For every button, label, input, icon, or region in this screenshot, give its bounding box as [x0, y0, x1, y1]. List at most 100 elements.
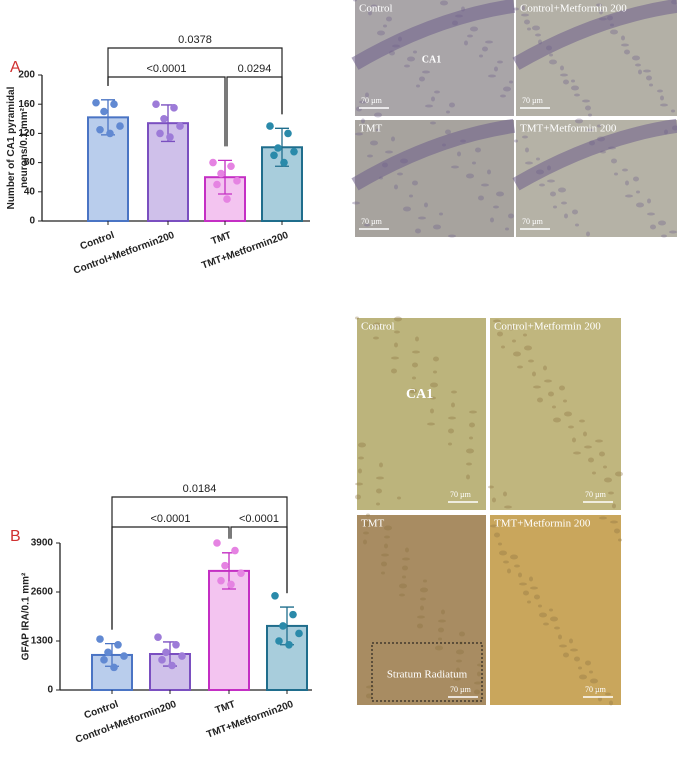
cell [554, 626, 560, 630]
cell [438, 627, 444, 633]
cell [365, 92, 369, 98]
cell [523, 590, 529, 596]
cell [532, 371, 536, 377]
micrograph [490, 318, 621, 510]
micrographs: Control 70 µm CA1 Control+Metformin 200 70 µ… [351, 0, 677, 706]
cell [564, 213, 568, 219]
cell [614, 528, 620, 534]
cell [466, 448, 474, 454]
cell [376, 502, 380, 506]
cell [519, 582, 527, 586]
cell [417, 623, 423, 629]
cell [497, 331, 503, 337]
cell [514, 564, 520, 568]
cell [490, 217, 494, 223]
cell [430, 121, 436, 125]
cell [524, 345, 532, 351]
cell [512, 339, 516, 343]
cell [625, 194, 633, 198]
cell [466, 474, 470, 480]
cell [564, 411, 572, 417]
cell [492, 497, 496, 503]
cell [647, 212, 655, 216]
cell [638, 69, 642, 75]
cell [534, 594, 540, 600]
cell [376, 488, 382, 494]
cell [614, 172, 618, 176]
significance-bracket [226, 76, 283, 147]
cell [488, 74, 496, 78]
data-point [213, 180, 221, 189]
panel-label: Control+Metformin 200 [494, 321, 601, 333]
cell [553, 417, 561, 423]
cell [660, 103, 668, 107]
cell [394, 330, 400, 334]
significance-bracket [230, 526, 288, 594]
x-tick-label: Control [83, 699, 120, 722]
data-point [152, 100, 160, 108]
cell [381, 561, 387, 567]
data-point [266, 122, 274, 130]
cell [415, 228, 421, 234]
cell [570, 648, 578, 652]
data-point [209, 158, 217, 167]
cell [543, 622, 549, 626]
cell [532, 25, 540, 31]
cell [439, 212, 443, 216]
cell [493, 205, 499, 209]
panel-label: TMT [361, 518, 385, 530]
cell [394, 184, 398, 190]
data-point [116, 122, 124, 130]
cell [373, 322, 381, 328]
cell [466, 462, 472, 466]
cell [412, 376, 416, 380]
cell [431, 96, 435, 102]
cell [420, 587, 428, 593]
data-point [158, 656, 166, 664]
cell [353, 0, 357, 2]
cell [490, 524, 498, 528]
cell [586, 128, 594, 132]
cell [487, 169, 491, 175]
cell [550, 191, 556, 197]
cell [549, 53, 553, 57]
significance-bracket [107, 76, 226, 147]
cell [451, 165, 459, 169]
data-point [274, 144, 282, 152]
cell [376, 128, 380, 132]
cell [657, 89, 663, 93]
data-point [110, 663, 118, 672]
cell [523, 333, 527, 337]
cell [610, 29, 618, 35]
data-point [231, 546, 239, 555]
charts: A Number of CA1 pyramidal neurons/0.1 mm² 0… [6, 34, 312, 746]
y-tick-label: 1300 [31, 636, 54, 647]
cell [453, 677, 461, 681]
scale-label: 70 µm [585, 685, 607, 694]
cell [583, 431, 587, 437]
data-point [120, 652, 128, 660]
cell [579, 419, 585, 423]
y-axis-label: neurons/0.1 mm² [19, 107, 30, 188]
cell [524, 19, 530, 25]
panel-label: Control [361, 321, 395, 333]
cell [522, 135, 528, 139]
panel-label: Control+Metformin 200 [520, 3, 627, 15]
data-point [213, 539, 221, 547]
cell [579, 674, 587, 680]
cell [643, 69, 651, 73]
cell [373, 336, 379, 340]
cell [469, 410, 477, 414]
cell [399, 593, 405, 597]
cell [433, 224, 441, 230]
cell [438, 619, 446, 623]
cell [599, 516, 607, 520]
cell [494, 532, 500, 538]
cell [364, 223, 370, 227]
cell [636, 190, 640, 194]
panel-label: TMT+Metformin 200 [494, 518, 591, 530]
cell [610, 520, 618, 524]
x-tick-label: Control [79, 230, 116, 253]
cell [415, 336, 419, 342]
cell [549, 608, 553, 612]
